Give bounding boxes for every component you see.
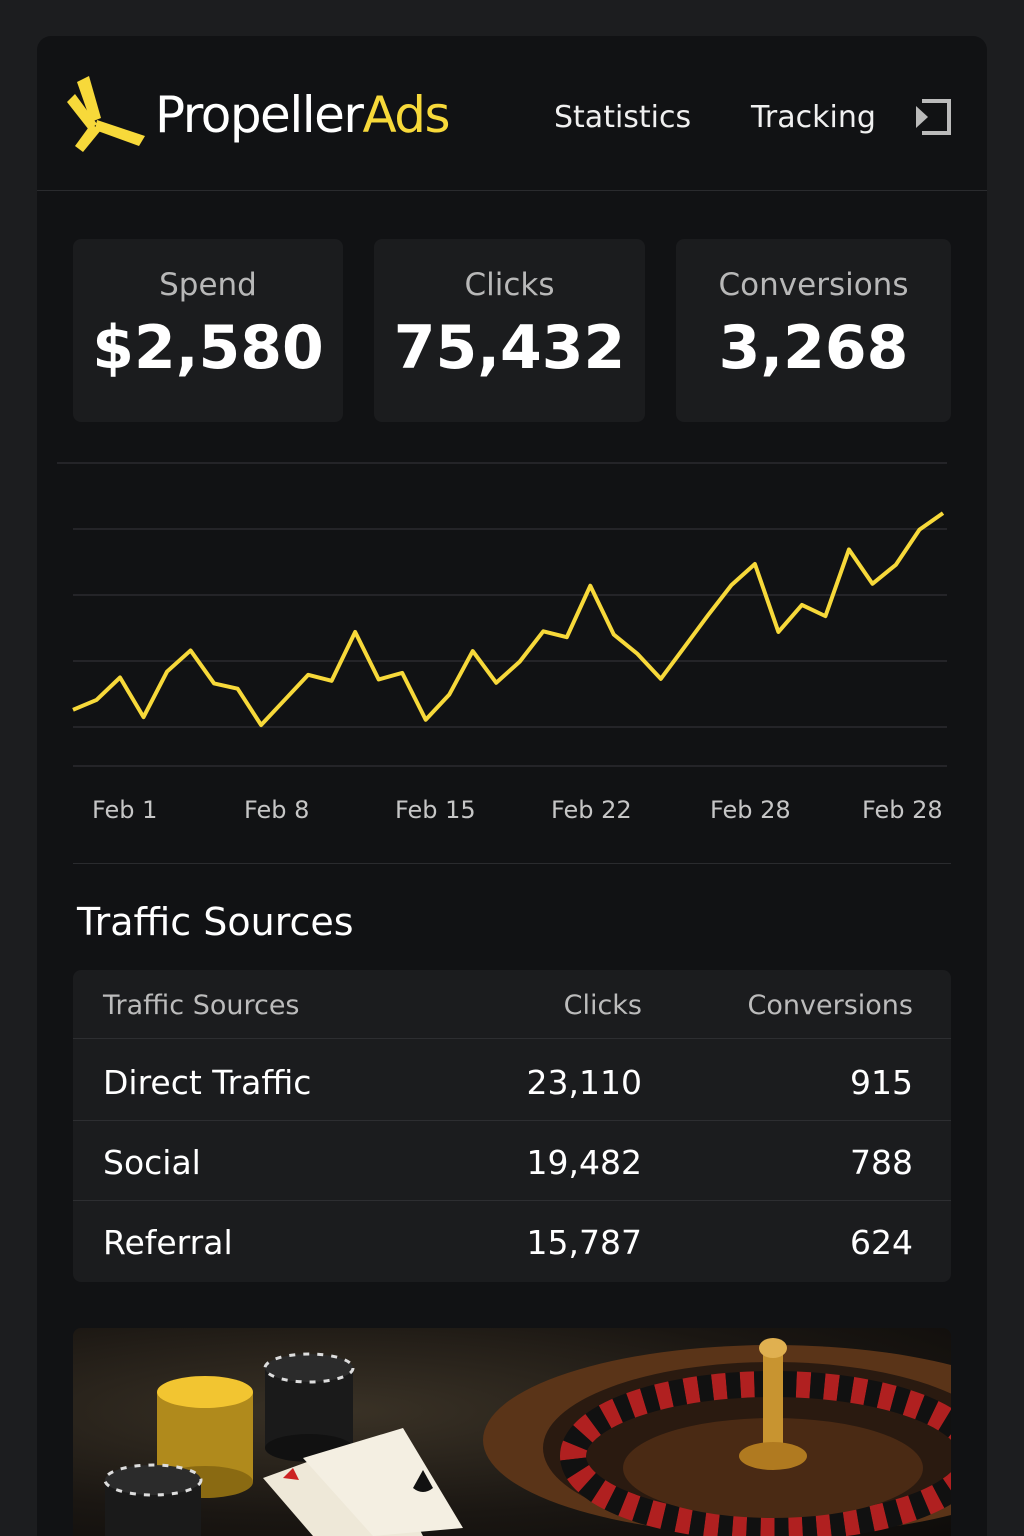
brand-accent: Ads xyxy=(362,86,450,144)
section-title: Traffic Sources xyxy=(77,900,354,944)
cell-conversions: 788 xyxy=(850,1143,913,1182)
table-row[interactable]: Referral 15,787 624 xyxy=(73,1200,951,1282)
cell-source: Social xyxy=(103,1143,201,1182)
x-tick-label: Feb 8 xyxy=(244,796,310,824)
brand-name[interactable]: PropellerAds xyxy=(155,86,451,144)
column-header[interactable]: Traffic Sources xyxy=(103,990,300,1021)
x-tick-label: Feb 15 xyxy=(395,796,476,824)
cell-source: Direct Traffic xyxy=(103,1063,312,1102)
table-row[interactable]: Direct Traffic 23,110 915 xyxy=(73,1038,951,1119)
cell-clicks: 23,110 xyxy=(526,1063,642,1102)
nav-statistics[interactable]: Statistics xyxy=(554,100,692,135)
kpi-label: Spend xyxy=(159,267,257,303)
x-tick-label: Feb 28 xyxy=(710,796,791,824)
casino-illustration xyxy=(103,1338,951,1536)
kpi-label: Clicks xyxy=(464,267,555,303)
chip-stack-yellow xyxy=(157,1376,253,1498)
kpi-value: $2,580 xyxy=(92,313,324,383)
column-header[interactable]: Conversions xyxy=(747,990,913,1021)
roulette-wheel xyxy=(483,1338,951,1536)
cell-clicks: 19,482 xyxy=(526,1143,642,1182)
nav-tracking[interactable]: Tracking xyxy=(751,100,876,135)
x-tick-label: Feb 28 xyxy=(862,796,943,824)
kpi-clicks: Clicks 75,432 xyxy=(374,239,645,422)
x-tick-label: Feb 22 xyxy=(551,796,632,824)
cell-clicks: 15,787 xyxy=(526,1223,642,1262)
cell-conversions: 915 xyxy=(850,1063,913,1102)
column-header[interactable]: Clicks xyxy=(563,990,642,1021)
cell-conversions: 624 xyxy=(850,1223,913,1262)
propeller-logo-icon xyxy=(67,76,145,152)
kpi-value: 3,268 xyxy=(718,313,909,383)
kpi-value: 75,432 xyxy=(393,313,626,383)
dashboard-card: PropellerAds Statistics Tracking Spend $… xyxy=(37,36,987,1536)
table-row[interactable]: Social 19,482 788 xyxy=(73,1120,951,1200)
kpi-label: Conversions xyxy=(718,267,909,303)
playing-cards xyxy=(263,1428,463,1536)
kpi-spend: Spend $2,580 xyxy=(73,239,343,422)
line-chart: Feb 1 Feb 8 Feb 15 Feb 22 Feb 28 Feb 28 xyxy=(57,462,947,842)
divider xyxy=(73,863,951,864)
traffic-table: Traffic Sources Clicks Conversions Direc… xyxy=(73,970,951,1282)
brand-main: Propeller xyxy=(155,86,364,144)
header: PropellerAds Statistics Tracking xyxy=(37,36,987,191)
series-line xyxy=(72,511,945,728)
casino-image xyxy=(73,1328,951,1536)
kpi-conversions: Conversions 3,268 xyxy=(676,239,951,422)
cell-source: Referral xyxy=(103,1223,233,1262)
exit-icon[interactable] xyxy=(914,98,952,136)
chip-stack-black xyxy=(103,1352,355,1536)
x-tick-label: Feb 1 xyxy=(92,796,158,824)
chart-svg xyxy=(57,462,947,767)
table-header: Traffic Sources Clicks Conversions xyxy=(73,970,951,1038)
